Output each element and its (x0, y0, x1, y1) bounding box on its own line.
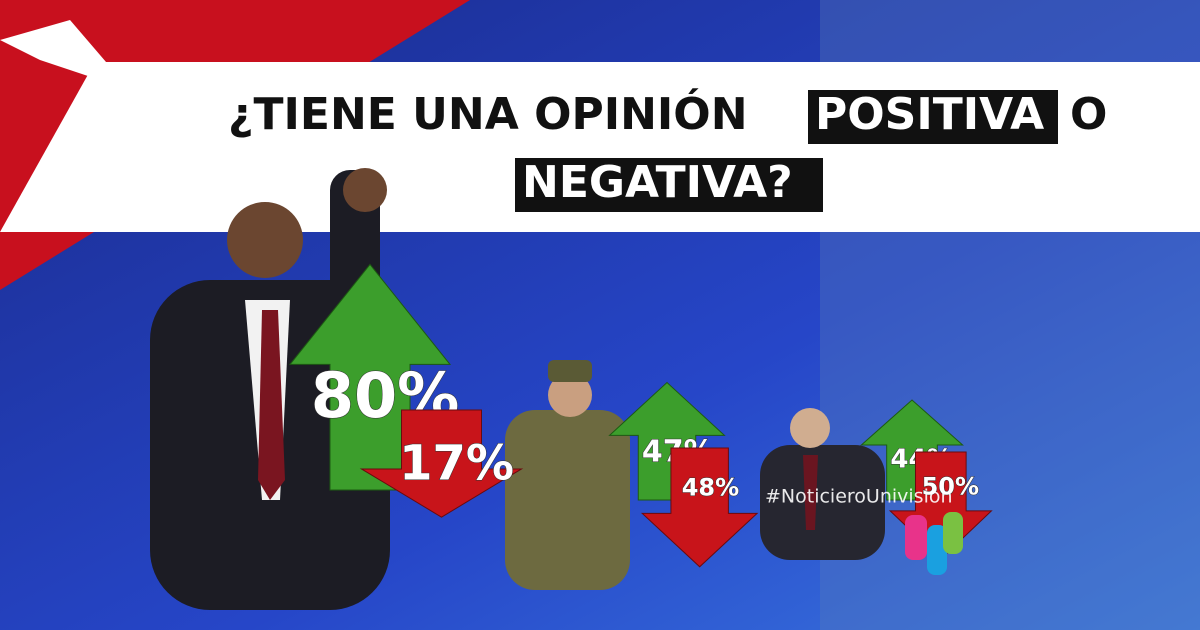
title-band-edge (0, 62, 95, 232)
logo (905, 512, 963, 575)
down-arrow (640, 447, 759, 568)
person (505, 360, 630, 590)
person (760, 408, 885, 560)
value-label: 50% (922, 473, 979, 501)
title: NEGATIVA? (522, 157, 793, 208)
title: ¿TIENE UNA OPINIÓN (228, 87, 748, 140)
value-label: 17% (399, 435, 514, 491)
value-label: 48% (682, 474, 739, 502)
down-arrow (359, 409, 524, 518)
title: POSITIVA (815, 89, 1044, 140)
highlight (808, 90, 1058, 144)
highlight (515, 158, 823, 212)
watermark: #NoticieroUnivision (765, 486, 953, 508)
title: O (1070, 89, 1107, 140)
